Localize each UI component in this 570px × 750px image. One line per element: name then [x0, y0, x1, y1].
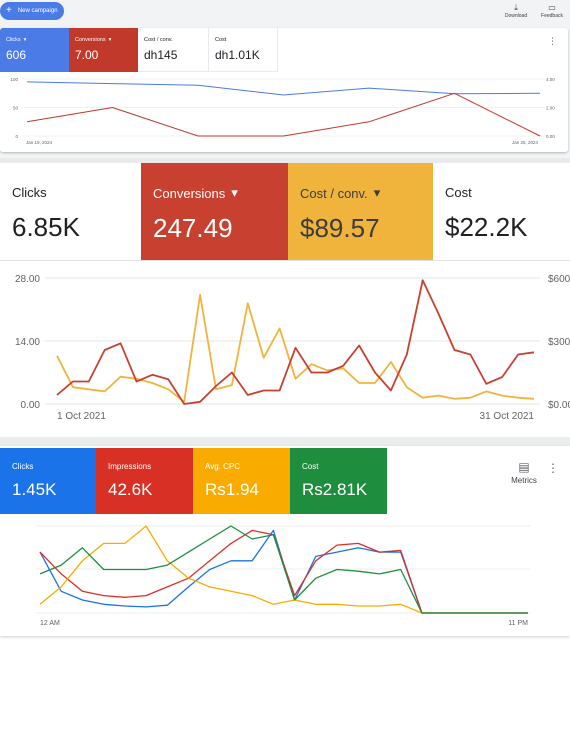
x-tick-label: 11 PM — [508, 620, 528, 627]
left-tick-label: 28.00 — [15, 274, 40, 285]
left-tick-label: 14.00 — [15, 337, 40, 348]
scorecard-value: Rs1.94 — [205, 480, 259, 499]
right-tick-label: $0.00 — [548, 400, 570, 411]
scorecard-label: Clicks — [12, 462, 34, 471]
scorecard-label: Cost — [302, 462, 319, 471]
scorecard-value: 1.45K — [12, 480, 57, 499]
series-line-conversions — [56, 279, 535, 405]
scorecard-value: 606 — [6, 48, 27, 62]
section-divider — [0, 158, 570, 163]
caret-down-icon: ▾ — [108, 37, 112, 43]
scorecard-value: 42.6K — [108, 480, 153, 499]
right-tick-label: 4.00 — [546, 77, 555, 82]
scorecard-cost-per-conv[interactable]: Cost / conv. ▾ $89.57 — [288, 163, 433, 260]
scorecard-value: dh145 — [144, 48, 178, 62]
chart-2: 28.00 14.00 0.00 $600 $300 $0.00 1 Oct 2021 31 … — [15, 274, 570, 422]
scorecard-label: Clicks — [6, 37, 21, 43]
new-campaign-button[interactable]: + New campaign — [0, 2, 64, 20]
metrics-button[interactable]: ▤ Metrics — [508, 460, 540, 485]
right-tick-label: 2.00 — [546, 106, 555, 111]
x-tick-label: Jan 25, 2024 — [512, 140, 539, 145]
chart-3: 12 AM 11 PM — [36, 525, 530, 627]
scorecard-value: 6.85K — [12, 212, 80, 242]
x-tick-label: 1 Oct 2021 — [57, 411, 106, 422]
scorecard-label: Cost — [215, 37, 227, 43]
scorecard-value: 247.49 — [153, 213, 233, 243]
caret-down-icon: ▾ — [23, 37, 27, 43]
right-tick-label: $600 — [548, 274, 570, 285]
caret-down-icon: ▾ — [231, 185, 238, 200]
performance-card-1: Clicks ▾ 606 Conversions ▾ 7.00 Cost / con… — [0, 28, 568, 152]
x-tick-label: Jan 19, 2024 — [26, 140, 53, 145]
series-line-conversions — [26, 92, 541, 137]
plus-icon: + — [6, 5, 12, 16]
panel-3: Clicks 1.45K Impressions 42.6K Avg. CPC … — [0, 446, 570, 636]
scorecard-value: Rs2.81K — [302, 480, 368, 499]
scorecard-value: 7.00 — [75, 48, 99, 62]
scorecard-impressions[interactable]: Impressions 42.6K — [96, 448, 193, 514]
feedback-icon: ▭ — [548, 3, 556, 12]
scorecard-label: Clicks — [12, 185, 47, 200]
add-chart-icon: ▤ — [518, 460, 530, 474]
download-button[interactable]: ⤓ Download — [502, 3, 530, 19]
scorecard-label: Cost — [445, 185, 472, 200]
series-line-cost — [39, 525, 528, 614]
caret-down-icon: ▾ — [373, 185, 381, 200]
left-tick-label: 0.00 — [21, 400, 41, 411]
section-divider — [0, 437, 570, 446]
scorecard-cost[interactable]: Cost Rs2.81K — [290, 448, 387, 514]
scorecard-cost[interactable]: Cost $22.2K — [433, 163, 570, 260]
more-vert-icon[interactable]: ⋮ — [547, 461, 559, 475]
scorecard-avg-cpc[interactable]: Avg. CPC Rs1.94 — [193, 448, 290, 514]
scorecard-clicks[interactable]: Clicks 1.45K — [0, 448, 96, 514]
right-tick-label: $300 — [548, 337, 570, 348]
download-label: Download — [504, 13, 528, 19]
panel-2: Clicks 6.85K Conversions ▾ 247.49 Cost / … — [0, 163, 570, 437]
scorecard-value: $89.57 — [300, 213, 380, 243]
series-line-cost-per-conv — [56, 293, 535, 403]
feedback-button[interactable]: ▭ Feedback — [538, 3, 566, 19]
scorecard-value: $22.2K — [445, 212, 528, 242]
scorecard-label: Conversions — [75, 37, 106, 43]
more-vert-icon[interactable]: ⋮ — [548, 36, 557, 46]
divider — [0, 260, 570, 261]
scorecard-cost[interactable]: Cost dh1.01K — [209, 28, 278, 72]
right-tick-label: 0.00 — [546, 134, 555, 139]
scorecard-conversions[interactable]: Conversions ▾ 7.00 — [69, 28, 138, 72]
x-tick-label: 31 Oct 2021 — [480, 411, 535, 422]
left-tick-label: 50 — [13, 106, 19, 111]
scorecard-conversions[interactable]: Conversions ▾ 247.49 — [141, 163, 288, 260]
scorecard-cost-per-conv[interactable]: Cost / conv. dh145 — [138, 28, 209, 72]
scorecard-clicks[interactable]: Clicks 6.85K — [0, 163, 141, 260]
scorecard-value: dh1.01K — [215, 48, 260, 62]
chart-1: 100 50 0 4.00 2.00 0.00 Jan 19, 2024 Jan 25, 20… — [10, 77, 555, 145]
scorecard-label: Cost / conv. — [144, 37, 173, 43]
download-icon: ⤓ — [514, 3, 518, 12]
left-tick-label: 100 — [10, 77, 18, 82]
left-tick-label: 0 — [15, 134, 18, 139]
metrics-label: Metrics — [511, 476, 537, 485]
x-tick-label: 12 AM — [40, 620, 60, 627]
series-line-clicks — [26, 81, 541, 96]
scorecard-label: Avg. CPC — [205, 462, 240, 471]
scorecard-label: Cost / conv. — [300, 185, 368, 201]
panel-1: + New campaign ⤓ Download ▭ Feedback Cli… — [0, 0, 570, 158]
scorecard-label: Conversions — [153, 185, 226, 201]
new-campaign-label: New campaign — [17, 8, 58, 14]
feedback-label: Feedback — [541, 13, 563, 19]
scorecard-clicks[interactable]: Clicks ▾ 606 — [0, 28, 69, 72]
scorecard-label: Impressions — [108, 462, 152, 471]
